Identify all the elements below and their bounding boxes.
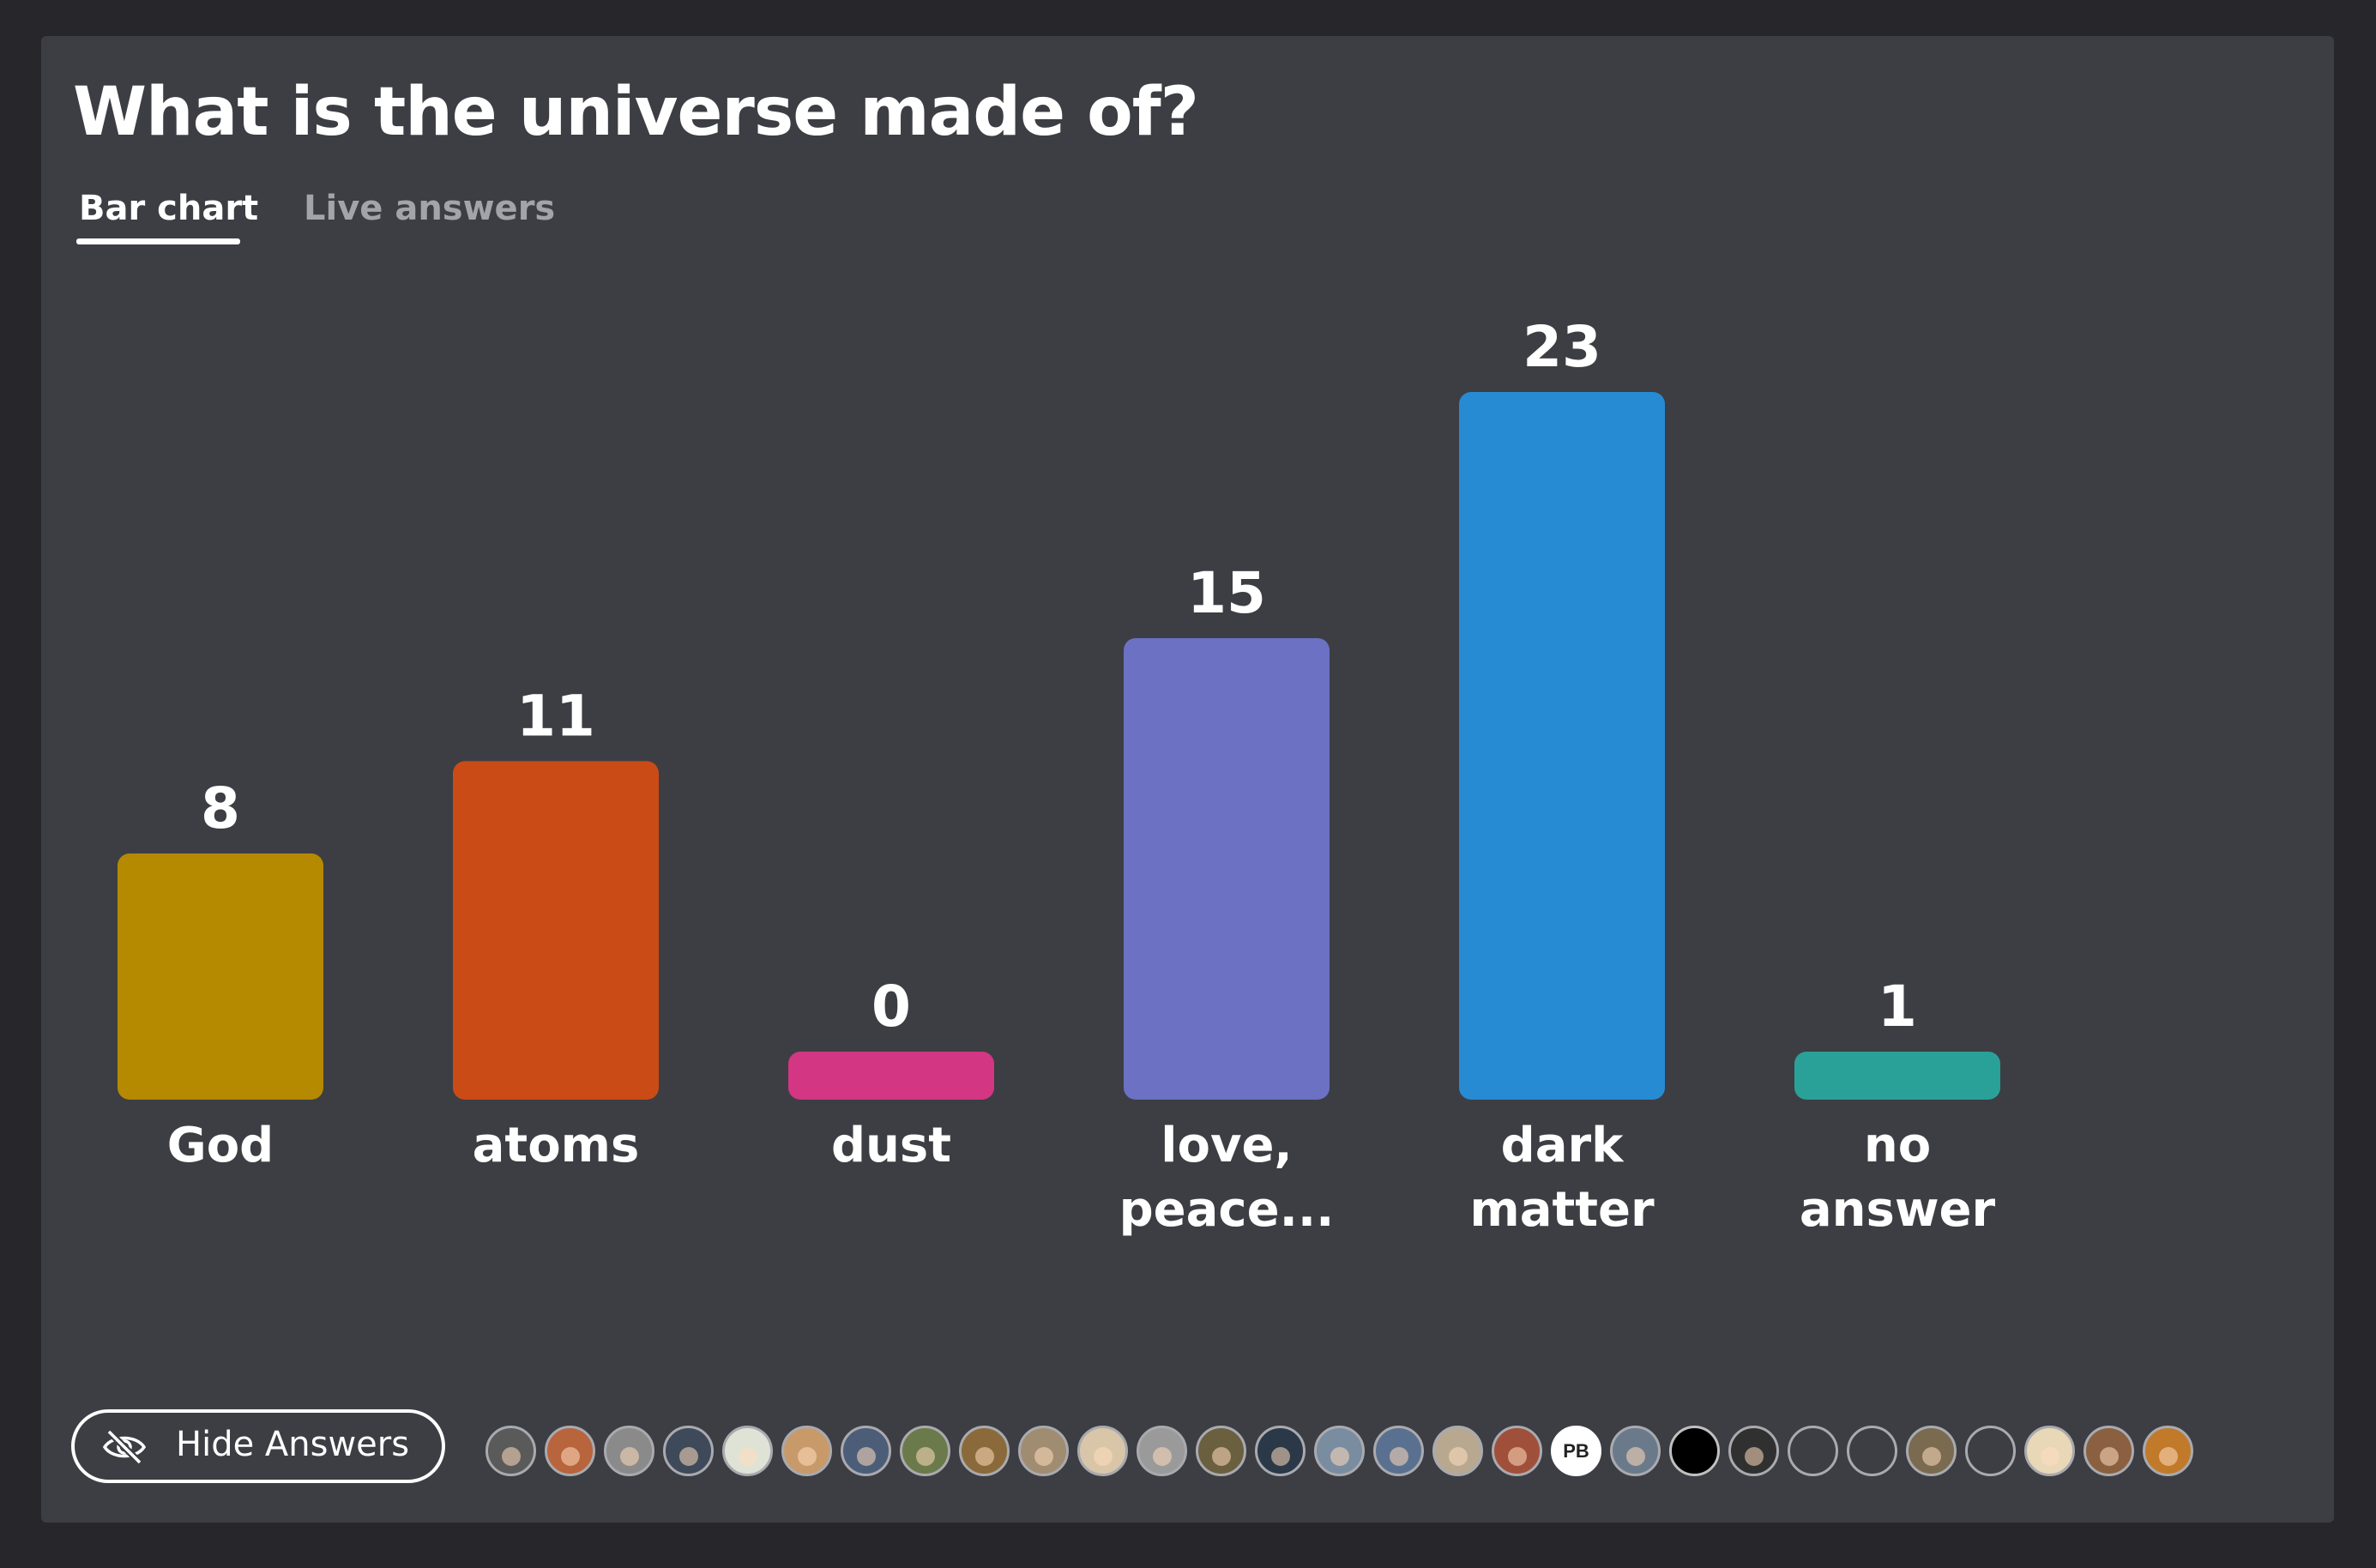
participant-avatar[interactable]: [545, 1426, 595, 1476]
question-title: What is the universe made of?: [73, 74, 1199, 151]
participant-avatars: PB: [485, 1426, 2193, 1481]
participant-avatar[interactable]: [1077, 1426, 1128, 1476]
avatar-face-icon: [1270, 1446, 1290, 1466]
participant-avatar[interactable]: [722, 1426, 773, 1476]
avatar-face-icon: [856, 1446, 876, 1466]
avatar-face-icon: [1507, 1446, 1527, 1466]
category-label: no: [1864, 1118, 1931, 1173]
bar-3: [1124, 637, 1330, 1100]
avatar-face-icon: [619, 1446, 639, 1466]
participant-avatar[interactable]: [1196, 1426, 1246, 1476]
bar-1: [453, 761, 659, 1100]
participant-avatar[interactable]: [1314, 1426, 1365, 1476]
participant-avatar[interactable]: [604, 1426, 654, 1476]
bar-0: [118, 853, 323, 1100]
active-tab-indicator: [76, 238, 240, 244]
avatar-face-icon: [1448, 1446, 1468, 1466]
participant-avatar[interactable]: [1965, 1426, 2016, 1476]
category-label: love,: [1161, 1118, 1292, 1173]
participant-avatar[interactable]: [1432, 1426, 1483, 1476]
bar-value-label: 15: [1187, 560, 1266, 626]
category-label: peace...: [1119, 1182, 1335, 1238]
avatar-face-icon: [1211, 1446, 1231, 1466]
bar-chart: 8 God 11 atoms 0 dust 15 love, peace... 23 dark mat…: [118, 314, 2000, 1238]
avatar-face-icon: [974, 1446, 994, 1466]
participant-avatar[interactable]: [1610, 1426, 1661, 1476]
tab-bar-chart[interactable]: Bar chart: [79, 189, 259, 228]
bar-value-label: 0: [871, 974, 911, 1040]
avatar-face-icon: [2158, 1446, 2178, 1466]
bar-5: [1794, 1052, 2000, 1100]
poll-panel: What is the universe made of? Bar chart …: [41, 36, 2334, 1523]
participant-avatar[interactable]: [900, 1426, 950, 1476]
participant-avatar[interactable]: [841, 1426, 891, 1476]
avatar-face-icon: [1034, 1446, 1053, 1466]
participant-avatar[interactable]: [663, 1426, 714, 1476]
bar-value-label: 11: [516, 683, 595, 749]
participant-avatar[interactable]: [781, 1426, 832, 1476]
avatar-face-icon: [738, 1446, 757, 1466]
category-label: matter: [1469, 1182, 1655, 1238]
avatar-face-icon: [1625, 1446, 1645, 1466]
tab-live-answers[interactable]: Live answers: [304, 189, 556, 228]
avatar-face-icon: [797, 1446, 817, 1466]
avatar-face-icon: [2099, 1446, 2119, 1466]
avatar-face-icon: [560, 1446, 580, 1466]
category-label: dark: [1501, 1118, 1625, 1173]
hide-answers-button[interactable]: Hide Answers: [71, 1409, 445, 1483]
avatar-face-icon: [1389, 1446, 1408, 1466]
category-label: God: [167, 1118, 274, 1173]
category-label: answer: [1800, 1182, 1996, 1238]
participant-avatar[interactable]: PB: [1551, 1426, 1601, 1476]
avatar-face-icon: [1921, 1446, 1941, 1466]
avatar-face-icon: [1093, 1446, 1113, 1466]
bar-4: [1459, 392, 1665, 1100]
avatar-face-icon: [1330, 1446, 1349, 1466]
avatar-face-icon: [678, 1446, 698, 1466]
participant-avatar[interactable]: [1847, 1426, 1897, 1476]
avatar-face-icon: [2040, 1446, 2059, 1466]
participant-avatar[interactable]: [1018, 1426, 1069, 1476]
participant-avatar[interactable]: [1137, 1426, 1187, 1476]
participant-avatar[interactable]: [1492, 1426, 1542, 1476]
participant-avatar[interactable]: [1788, 1426, 1838, 1476]
category-label: atoms: [473, 1118, 640, 1173]
participant-avatar[interactable]: [1906, 1426, 1957, 1476]
category-label: dust: [831, 1118, 951, 1173]
participant-avatar[interactable]: [2024, 1426, 2075, 1476]
bar-value-label: 1: [1878, 974, 1917, 1040]
bar-value-label: 8: [201, 775, 240, 841]
eye-slash-icon: [102, 1429, 147, 1465]
bar-value-label: 23: [1523, 314, 1601, 380]
participant-avatar[interactable]: [1255, 1426, 1306, 1476]
avatar-face-icon: [1744, 1446, 1764, 1466]
participant-avatar[interactable]: [1728, 1426, 1779, 1476]
bar-2: [788, 1052, 994, 1100]
participant-avatar[interactable]: [1373, 1426, 1424, 1476]
participant-avatar[interactable]: [1669, 1426, 1720, 1476]
avatar-face-icon: [1152, 1446, 1172, 1466]
hide-answers-label: Hide Answers: [176, 1425, 410, 1464]
avatar-face-icon: [915, 1446, 935, 1466]
avatar-face-icon: [501, 1446, 521, 1466]
participant-avatar[interactable]: [485, 1426, 536, 1476]
participant-avatar[interactable]: [2143, 1426, 2193, 1476]
participant-avatar[interactable]: [2084, 1426, 2134, 1476]
participant-avatar[interactable]: [959, 1426, 1010, 1476]
